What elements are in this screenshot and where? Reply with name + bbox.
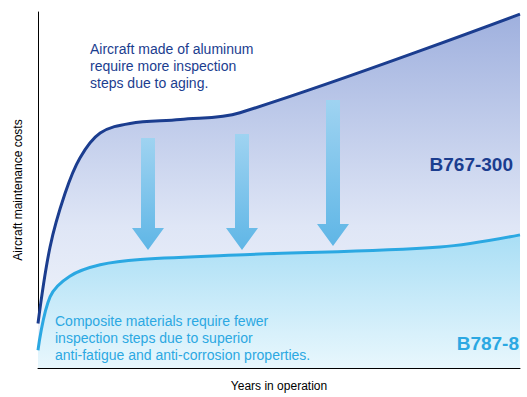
svg-text:B767-300: B767-300: [430, 154, 513, 175]
svg-text:Years in operation: Years in operation: [231, 379, 327, 393]
svg-text:require more inspection: require more inspection: [90, 58, 240, 74]
svg-text:steps due to aging.: steps due to aging.: [90, 75, 208, 91]
svg-text:anti-fatigue and anti-corrosio: anti-fatigue and anti-corrosion properti…: [55, 347, 310, 363]
svg-text:Composite materials require fe: Composite materials require fewer: [55, 313, 272, 329]
svg-text:Aircraft made of aluminum: Aircraft made of aluminum: [90, 41, 257, 57]
svg-text:Aircraft maintenance costs: Aircraft maintenance costs: [11, 119, 25, 260]
svg-text:B787-8: B787-8: [457, 333, 519, 354]
svg-text:inspection steps due to superi: inspection steps due to superior: [55, 330, 257, 346]
